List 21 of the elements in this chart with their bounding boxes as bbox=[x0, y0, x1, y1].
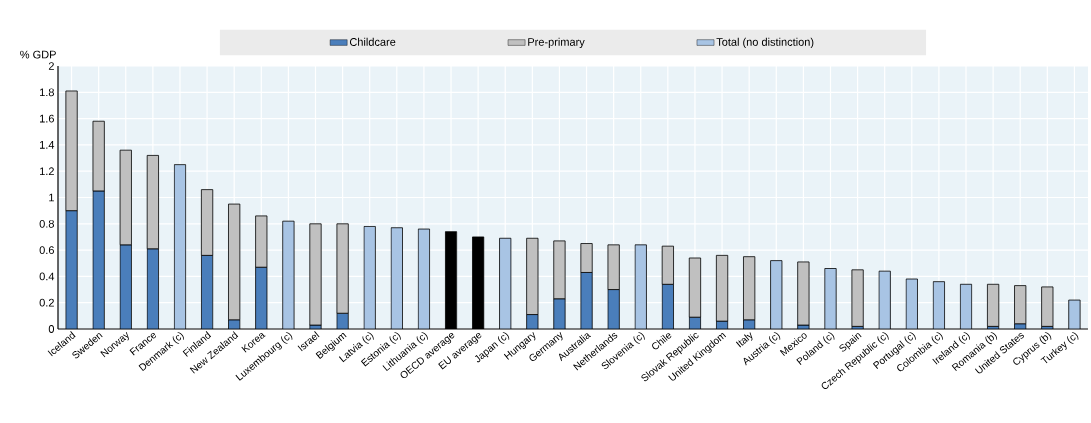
bar bbox=[1014, 285, 1027, 325]
bar bbox=[797, 261, 810, 326]
legend-label: Pre-primary bbox=[528, 37, 585, 49]
legend-label: Childcare bbox=[349, 37, 396, 46]
bar bbox=[851, 269, 864, 327]
y-tick-label: 1.4 bbox=[40, 141, 55, 149]
y-tick-label: 1.6 bbox=[40, 114, 54, 123]
y-tick-label: 0.6 bbox=[39, 246, 54, 254]
y-tick-label: 1.8 bbox=[40, 88, 54, 97]
y-tick-label: 1 bbox=[49, 193, 54, 202]
y-tick-label: 0.4 bbox=[39, 272, 55, 281]
y-tick-label: 0.2 bbox=[39, 298, 54, 307]
y-tick-label: 2 bbox=[48, 62, 54, 70]
y-tick-label: 0.8 bbox=[39, 219, 54, 228]
legend-label: Total (no distinction) bbox=[716, 37, 814, 49]
bar bbox=[987, 283, 1000, 327]
bar bbox=[1041, 286, 1054, 327]
y-tick-label: 1.2 bbox=[40, 167, 54, 176]
bar bbox=[309, 223, 322, 326]
y-tick-label: 0 bbox=[48, 325, 55, 333]
y-axis-title: % GDP bbox=[20, 50, 56, 59]
